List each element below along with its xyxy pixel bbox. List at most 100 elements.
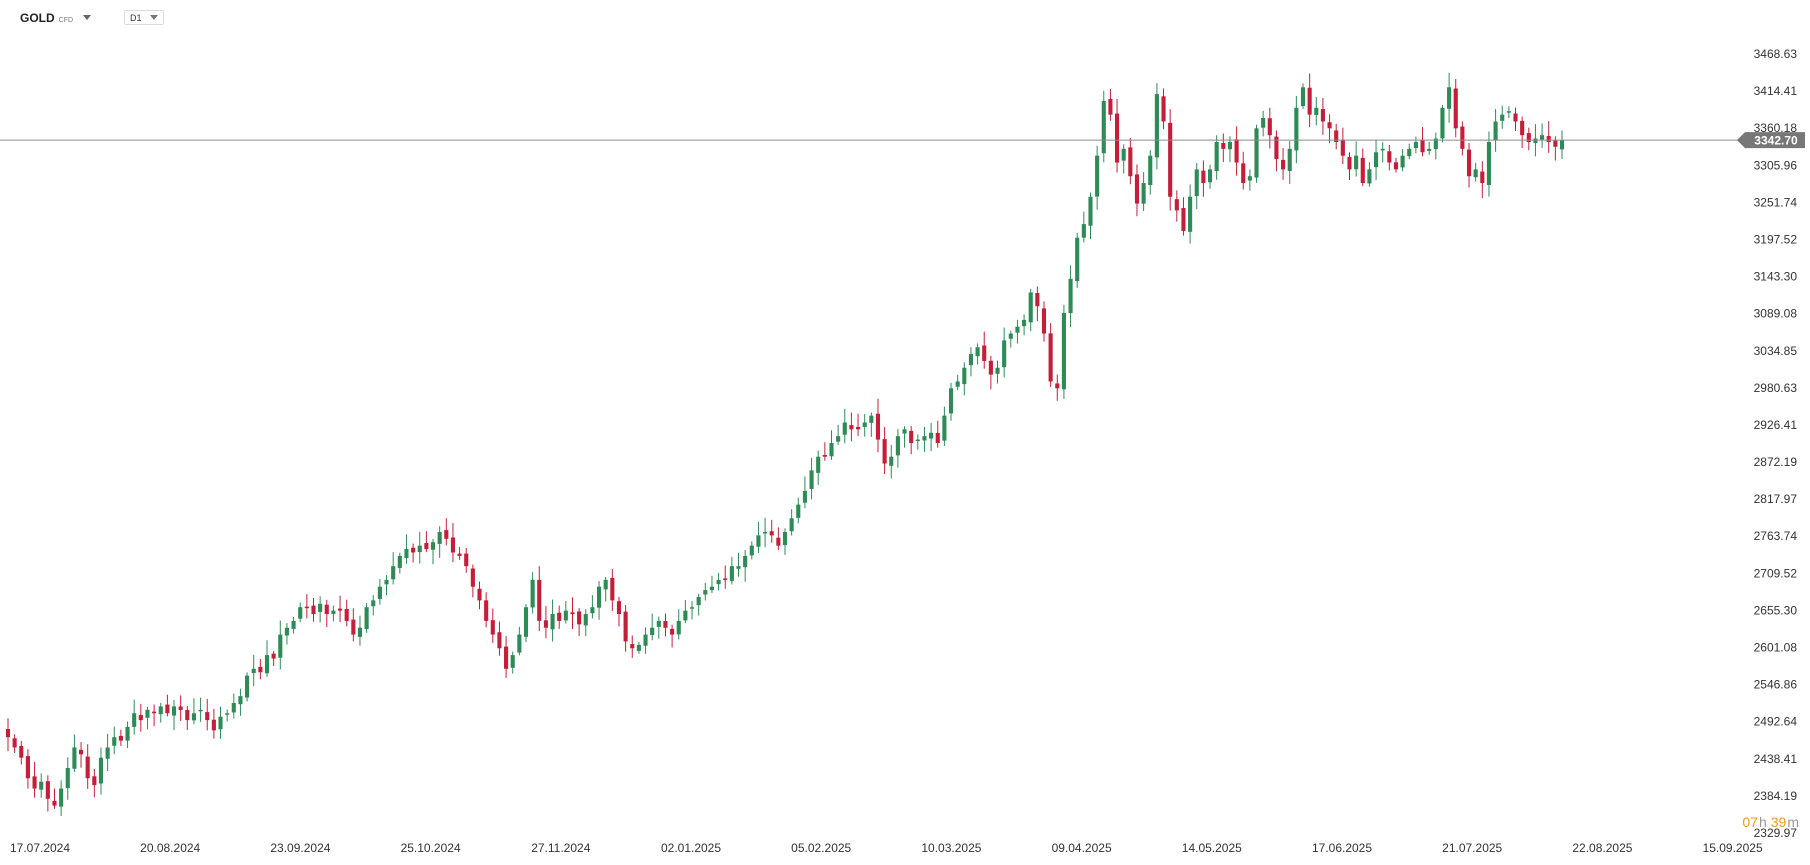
candle[interactable]: [882, 427, 887, 475]
candle[interactable]: [424, 531, 429, 553]
candle[interactable]: [178, 695, 183, 721]
candle[interactable]: [470, 564, 475, 598]
candle[interactable]: [1546, 121, 1551, 153]
candle[interactable]: [1114, 98, 1120, 173]
candle[interactable]: [1154, 83, 1159, 170]
candle[interactable]: [1327, 114, 1332, 144]
candle[interactable]: [1214, 135, 1219, 180]
candle[interactable]: [477, 581, 482, 610]
candle[interactable]: [304, 594, 309, 619]
candle[interactable]: [789, 509, 794, 536]
candle[interactable]: [1168, 109, 1173, 211]
candle[interactable]: [158, 702, 163, 723]
candle[interactable]: [517, 626, 522, 656]
candle[interactable]: [371, 595, 376, 616]
candle[interactable]: [550, 599, 555, 642]
candle[interactable]: [1207, 164, 1213, 189]
candle[interactable]: [105, 733, 110, 771]
candle[interactable]: [1128, 137, 1133, 185]
candle[interactable]: [1041, 301, 1047, 342]
candle[interactable]: [955, 374, 960, 391]
candle[interactable]: [1460, 121, 1465, 156]
candle[interactable]: [211, 708, 216, 739]
candle[interactable]: [1161, 88, 1166, 130]
candle[interactable]: [696, 593, 701, 616]
candle[interactable]: [1373, 139, 1379, 181]
candle[interactable]: [1427, 141, 1432, 155]
candle[interactable]: [417, 531, 422, 564]
candle[interactable]: [836, 424, 841, 445]
candle[interactable]: [962, 362, 967, 396]
candle[interactable]: [1201, 160, 1206, 197]
candle[interactable]: [278, 620, 283, 670]
candle[interactable]: [842, 408, 847, 444]
candle[interactable]: [45, 775, 50, 812]
candle[interactable]: [563, 600, 568, 624]
candle[interactable]: [1493, 108, 1498, 152]
candle[interactable]: [769, 519, 774, 543]
candle[interactable]: [1101, 90, 1106, 163]
timeframe-selector[interactable]: D1: [124, 10, 164, 25]
candle[interactable]: [670, 624, 675, 648]
candle[interactable]: [749, 541, 754, 560]
candle[interactable]: [78, 742, 84, 768]
candle[interactable]: [118, 729, 123, 746]
candle[interactable]: [782, 528, 788, 555]
candle[interactable]: [411, 543, 416, 563]
candle[interactable]: [351, 608, 356, 642]
candle[interactable]: [324, 599, 329, 628]
candle[interactable]: [709, 575, 715, 594]
candle[interactable]: [1334, 123, 1339, 150]
candle[interactable]: [1453, 78, 1458, 138]
symbol-selector[interactable]: GOLD CFD: [20, 11, 92, 25]
candle[interactable]: [510, 651, 515, 674]
candle[interactable]: [5, 718, 11, 752]
candle[interactable]: [1061, 304, 1066, 399]
candle[interactable]: [1307, 73, 1312, 128]
candle[interactable]: [1354, 141, 1359, 177]
candle[interactable]: [623, 605, 628, 652]
candle[interactable]: [636, 641, 641, 654]
candle[interactable]: [988, 355, 993, 390]
candle[interactable]: [603, 577, 608, 602]
candle[interactable]: [676, 609, 681, 640]
candle[interactable]: [1380, 142, 1385, 163]
candle[interactable]: [583, 609, 588, 637]
candle[interactable]: [1393, 157, 1399, 173]
candle[interactable]: [19, 740, 24, 765]
candle[interactable]: [132, 699, 137, 735]
candle[interactable]: [1081, 211, 1086, 243]
candle[interactable]: [112, 726, 117, 755]
candle[interactable]: [590, 595, 595, 619]
candle[interactable]: [344, 599, 349, 627]
candle[interactable]: [643, 627, 648, 654]
candle[interactable]: [1141, 172, 1146, 212]
candle[interactable]: [630, 635, 635, 658]
candle[interactable]: [1466, 143, 1472, 188]
candle[interactable]: [1473, 162, 1478, 182]
candle[interactable]: [1526, 127, 1531, 151]
candle[interactable]: [72, 734, 77, 772]
candle[interactable]: [245, 672, 250, 702]
candle[interactable]: [570, 597, 575, 630]
candle[interactable]: [577, 608, 582, 637]
candle[interactable]: [1261, 110, 1266, 137]
candle[interactable]: [809, 457, 814, 500]
candle[interactable]: [264, 640, 270, 677]
candle[interactable]: [490, 608, 495, 643]
candle[interactable]: [165, 694, 170, 717]
candle[interactable]: [995, 360, 1000, 384]
candle[interactable]: [610, 569, 615, 611]
candle[interactable]: [205, 698, 210, 731]
candle[interactable]: [922, 426, 927, 452]
candle[interactable]: [1068, 265, 1073, 328]
candle[interactable]: [1035, 286, 1040, 322]
candle[interactable]: [464, 548, 469, 573]
candle[interactable]: [231, 693, 236, 719]
candle[interactable]: [1447, 72, 1452, 123]
candle[interactable]: [1108, 88, 1113, 121]
candle[interactable]: [557, 605, 562, 629]
candle[interactable]: [1002, 327, 1007, 378]
candle[interactable]: [1559, 130, 1565, 160]
